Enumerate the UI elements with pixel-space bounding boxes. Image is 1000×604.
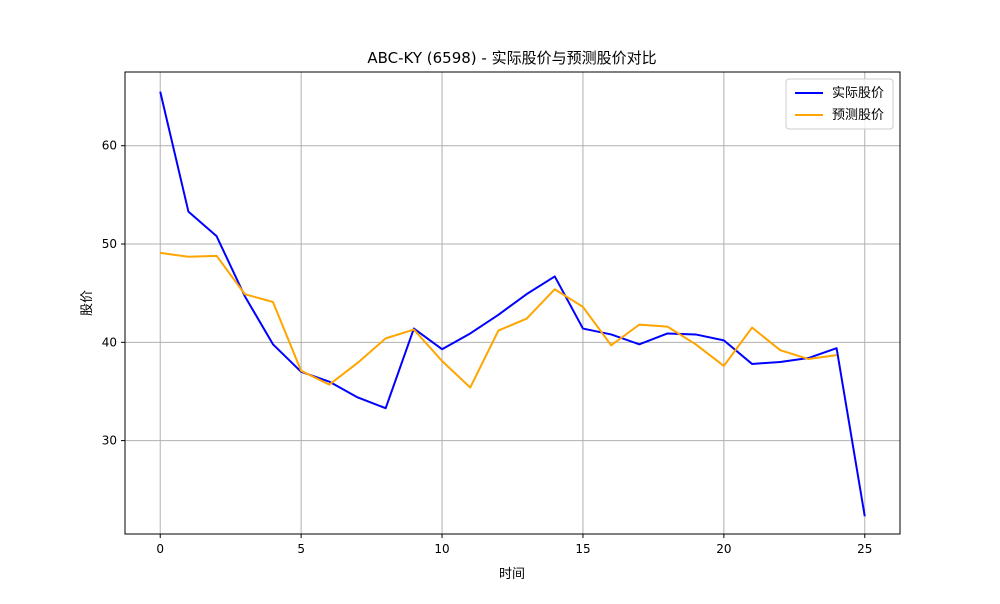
y-axis-label: 股价 [80,290,95,316]
y-tick-label: 60 [102,139,117,153]
plot-frame [124,71,901,535]
grid-layer [125,72,900,534]
y-tick-label: 30 [102,434,117,448]
tick-layer: 0 5 10 15 20 25 30 40 50 60 [102,139,873,556]
x-tick-label: 5 [297,542,305,556]
legend-box [785,78,894,130]
y-tick-label: 40 [102,335,117,349]
series-line-actual [159,91,866,517]
y-tick-label: 50 [102,237,117,251]
x-tick-label: 20 [716,542,731,556]
x-tick-label: 10 [434,542,449,556]
series-line-predicted [160,251,837,389]
series-layer [159,91,866,517]
x-tick-label: 25 [857,542,872,556]
legend-label-predicted: 预测股价 [832,108,884,123]
chart-title: ABC-KY (6598) - 实际股价与预测股价对比 [367,49,656,67]
x-tick-label: 0 [156,542,164,556]
x-axis-label: 时间 [499,567,525,582]
x-tick-label: 15 [575,542,590,556]
legend: 实际股价 预测股价 [785,78,894,130]
legend-label-actual: 实际股价 [832,86,884,101]
